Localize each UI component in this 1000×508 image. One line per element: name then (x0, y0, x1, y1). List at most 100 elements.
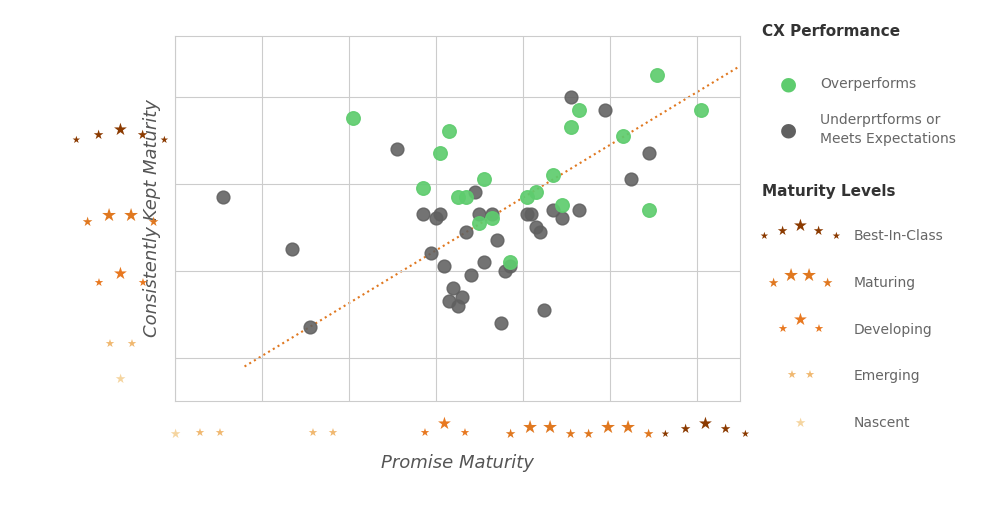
Text: ★: ★ (832, 231, 840, 241)
Point (562, 123, 578, 131)
Point (519, 210, 535, 218)
Text: ★: ★ (137, 279, 147, 289)
Point (450, 193, 466, 201)
Point (215, 193, 231, 201)
Text: ★: ★ (92, 129, 104, 142)
Text: ★: ★ (720, 423, 731, 436)
Text: Maturity Levels: Maturity Levels (762, 183, 896, 199)
Text: ★: ★ (195, 429, 205, 439)
Text: Developing: Developing (854, 323, 933, 337)
Point (445, 284, 461, 292)
Point (693, 106, 709, 114)
Text: ★: ★ (783, 267, 799, 285)
Point (471, 210, 487, 218)
Text: ★: ★ (760, 231, 768, 241)
Point (502, 262, 518, 270)
Point (345, 114, 361, 122)
Text: ★: ★ (680, 423, 691, 436)
Text: ★: ★ (813, 325, 823, 335)
Text: ★: ★ (522, 419, 538, 436)
Text: ★: ★ (542, 419, 558, 436)
Text: ★: ★ (812, 225, 824, 238)
Text: ★: ★ (136, 129, 148, 142)
Text: ★: ★ (661, 429, 670, 439)
Point (532, 228, 548, 236)
Point (471, 219, 487, 227)
Text: ★: ★ (459, 429, 469, 439)
Point (441, 128, 457, 136)
Text: ★: ★ (169, 428, 181, 441)
Text: Overperforms: Overperforms (820, 77, 916, 91)
Text: ★: ★ (600, 419, 616, 436)
Text: ★: ★ (620, 419, 636, 436)
Point (302, 323, 318, 331)
Text: ★: ★ (794, 417, 806, 430)
Point (493, 319, 509, 327)
Point (554, 214, 570, 223)
Text: ★: ★ (419, 429, 429, 439)
Point (502, 258, 518, 266)
Text: ★: ★ (113, 265, 127, 282)
Text: ★: ★ (147, 216, 159, 229)
Point (649, 71, 665, 79)
Text: CX Performance: CX Performance (762, 23, 900, 39)
Text: ★: ★ (504, 428, 516, 441)
Text: ★: ★ (123, 207, 139, 225)
Text: ★: ★ (643, 428, 654, 441)
X-axis label: Promise Maturity: Promise Maturity (381, 454, 534, 472)
Point (571, 106, 587, 114)
Point (415, 184, 431, 192)
Point (523, 210, 539, 218)
Point (454, 293, 470, 301)
Point (641, 206, 657, 214)
Text: ★: ★ (741, 429, 750, 439)
Text: ●: ● (780, 120, 797, 139)
Text: ★: ★ (564, 428, 576, 441)
Point (623, 175, 639, 183)
Point (597, 106, 613, 114)
Text: Best-In-Class: Best-In-Class (854, 229, 944, 243)
Point (463, 271, 479, 279)
Point (423, 249, 439, 258)
Text: Nascent: Nascent (854, 416, 910, 430)
Point (484, 214, 500, 223)
Point (528, 188, 544, 197)
Text: ★: ★ (793, 310, 807, 329)
Text: ★: ★ (804, 371, 814, 382)
Text: ★: ★ (160, 135, 168, 145)
Point (389, 145, 405, 153)
Text: ★: ★ (776, 225, 788, 238)
Text: ★: ★ (126, 340, 136, 350)
Point (554, 201, 570, 209)
Text: ★: ★ (93, 279, 103, 289)
Text: ★: ★ (821, 276, 833, 290)
Point (428, 214, 444, 223)
Text: ★: ★ (583, 428, 594, 441)
Point (545, 206, 561, 214)
Point (476, 175, 492, 183)
Text: Emerging: Emerging (854, 369, 921, 384)
Text: ★: ★ (328, 429, 338, 439)
Point (450, 301, 466, 309)
Text: ★: ★ (308, 429, 318, 439)
Point (528, 223, 544, 231)
Point (641, 149, 657, 157)
Text: Maturing: Maturing (854, 276, 916, 290)
Point (571, 206, 587, 214)
Text: ★: ★ (101, 207, 117, 225)
Text: ★: ★ (104, 340, 114, 350)
Point (467, 188, 483, 197)
Point (497, 267, 513, 275)
Point (432, 210, 448, 218)
Point (432, 149, 448, 157)
Point (415, 210, 431, 218)
Y-axis label: Consistently Kept Maturity: Consistently Kept Maturity (143, 100, 161, 337)
Point (536, 306, 552, 314)
Text: ★: ★ (437, 415, 452, 433)
Point (519, 193, 535, 201)
Text: ★: ★ (72, 135, 80, 145)
Point (545, 171, 561, 179)
Text: ★: ★ (767, 276, 779, 290)
Text: ★: ★ (777, 325, 787, 335)
Point (562, 92, 578, 101)
